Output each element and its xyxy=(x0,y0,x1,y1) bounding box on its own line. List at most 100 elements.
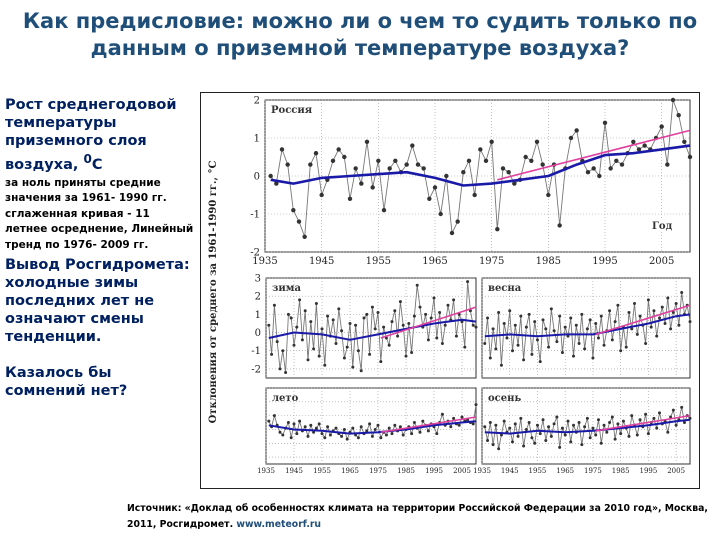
anomaly-point xyxy=(412,314,416,318)
anomaly-point xyxy=(486,439,490,443)
anomaly-point xyxy=(454,334,458,338)
anomaly-point xyxy=(379,436,383,440)
anomaly-point xyxy=(379,360,383,364)
anomaly-point xyxy=(533,320,537,324)
anomaly-point xyxy=(491,327,495,331)
anomaly-point xyxy=(292,343,296,347)
anomaly-point xyxy=(671,408,675,412)
anomaly-point xyxy=(602,343,606,347)
anomaly-point xyxy=(382,325,386,329)
anomaly-point xyxy=(326,314,330,318)
anomaly-point xyxy=(488,356,492,360)
anomaly-point xyxy=(631,139,636,144)
anomaly-point xyxy=(635,433,639,437)
anomaly-point xyxy=(295,325,299,329)
anomaly-point xyxy=(359,369,363,373)
anomaly-point xyxy=(596,336,600,340)
x-tick-label: 1975 xyxy=(584,467,602,475)
anomaly-point xyxy=(368,352,372,356)
anomaly-point xyxy=(289,316,293,320)
anomaly-point xyxy=(591,426,595,430)
anomaly-point xyxy=(387,426,391,430)
anomaly-point xyxy=(547,425,551,429)
anomaly-point xyxy=(687,154,693,160)
anomaly-point xyxy=(353,166,358,171)
anomaly-point xyxy=(544,439,548,443)
anomaly-point xyxy=(674,423,678,427)
anomaly-point xyxy=(298,419,302,423)
conclusion-text: Вывод Росгидромета: холодные зимы послед… xyxy=(5,257,190,346)
anomaly-point xyxy=(499,363,503,367)
anomaly-point xyxy=(429,316,433,320)
anomaly-point xyxy=(312,430,316,434)
anomaly-point xyxy=(535,423,539,427)
anomaly-point xyxy=(655,426,659,430)
smoothed-curve xyxy=(270,144,691,187)
source-link[interactable]: www.meteorf.ru xyxy=(236,519,322,530)
x-tick-label: 1965 xyxy=(422,256,447,267)
anomaly-point xyxy=(410,143,415,148)
plot-frame xyxy=(481,387,691,465)
anomaly-point xyxy=(268,173,273,179)
anomaly-point xyxy=(373,327,377,331)
anomaly-point xyxy=(336,147,341,152)
anomaly-point xyxy=(345,437,349,441)
anomaly-point xyxy=(303,309,307,313)
anomaly-point xyxy=(309,320,313,324)
anomaly-point xyxy=(483,158,489,163)
anomaly-point xyxy=(585,170,591,175)
anomaly-point xyxy=(674,301,678,305)
chart-panel-3: весна xyxy=(481,277,692,379)
anomaly-point xyxy=(597,173,602,179)
anomaly-point xyxy=(370,434,374,438)
y-axis-title: Отклонения от среднего за 1961-1990 гг.,… xyxy=(208,161,219,424)
anomaly-point xyxy=(613,437,617,441)
anomaly-point xyxy=(530,352,534,356)
anomaly-point xyxy=(312,347,316,351)
anomaly-point xyxy=(577,341,581,345)
anomaly-point xyxy=(478,147,483,152)
anomaly-point xyxy=(319,192,324,198)
anomaly-point xyxy=(666,430,670,434)
anomaly-point xyxy=(390,432,394,436)
anomaly-point xyxy=(486,316,490,320)
anomaly-point xyxy=(452,416,456,420)
anomaly-point xyxy=(624,345,628,349)
anomaly-point xyxy=(306,434,310,438)
anomaly-point xyxy=(370,305,374,309)
anomaly-point xyxy=(646,298,650,302)
anomaly-point xyxy=(272,414,276,418)
anomaly-point xyxy=(296,219,302,224)
anomaly-point xyxy=(393,309,397,313)
source-text: Источник: «Доклад об особенностях климат… xyxy=(127,503,708,530)
anomaly-point xyxy=(281,433,285,437)
anomaly-point xyxy=(546,192,551,198)
anomaly-point xyxy=(466,158,472,163)
anomaly-point xyxy=(563,433,567,437)
x-tick-label: 1945 xyxy=(309,256,334,267)
source-citation: Источник: «Доклад об особенностях климат… xyxy=(127,501,717,533)
anomaly-point xyxy=(421,166,426,171)
anomaly-point xyxy=(410,351,414,355)
anomaly-point xyxy=(642,143,647,148)
anomaly-point xyxy=(289,436,293,440)
anomaly-point xyxy=(666,296,670,300)
anomaly-point xyxy=(523,154,528,160)
temperature-charts-svg: Отклонения от среднего за 1961-1990 гг.,… xyxy=(200,92,700,489)
anomaly-point xyxy=(387,343,391,347)
anomaly-point xyxy=(300,338,304,342)
anomaly-point xyxy=(568,135,574,141)
anomaly-point xyxy=(351,365,355,369)
anomaly-point xyxy=(370,185,375,190)
anomaly-point xyxy=(594,321,598,325)
anomaly-point xyxy=(541,418,545,422)
anomaly-point xyxy=(449,230,455,236)
anomaly-point xyxy=(676,113,681,118)
x-axis-label-bg xyxy=(648,218,680,232)
anomaly-point xyxy=(652,309,656,313)
panel-label: зима xyxy=(272,283,301,294)
anomaly-point xyxy=(619,349,623,353)
anomaly-point xyxy=(574,323,578,327)
anomaly-point xyxy=(560,426,564,430)
anomaly-point xyxy=(516,434,520,438)
